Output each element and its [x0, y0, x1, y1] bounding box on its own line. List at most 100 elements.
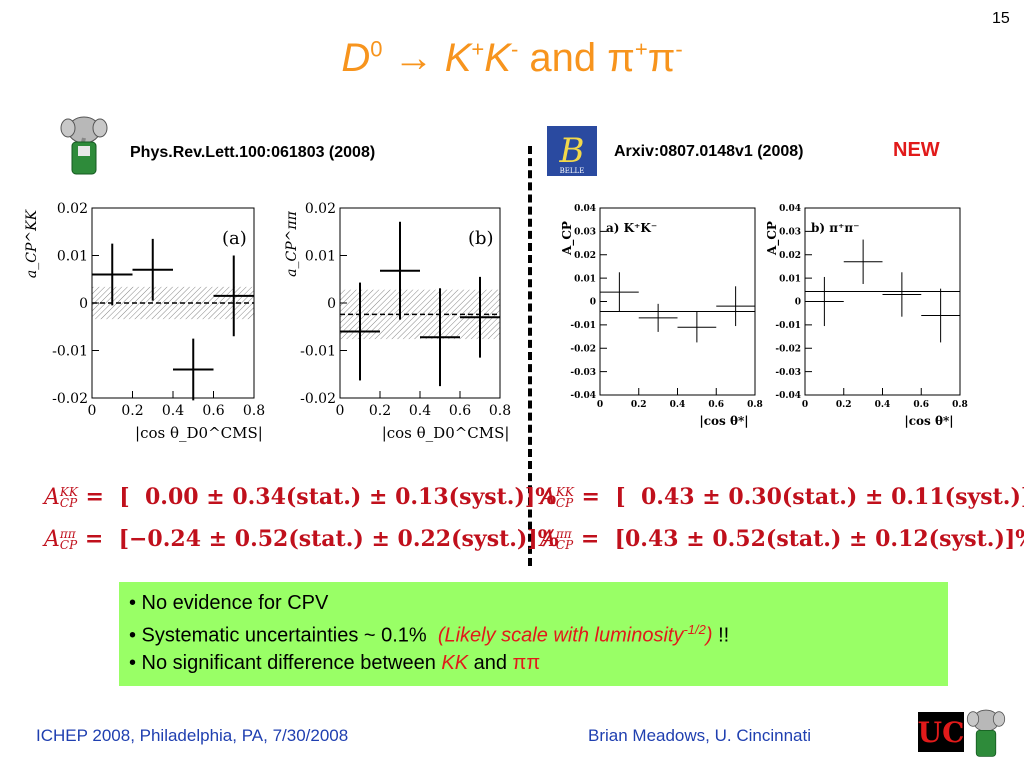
summary-bullet-3: • No significant difference between KK a… — [129, 652, 540, 675]
x-tick-label: 0.6 — [449, 403, 471, 419]
y-tick-label: -0.03 — [570, 368, 596, 378]
bullet-3-kk: KK — [441, 652, 469, 674]
title-k1-sup: + — [471, 36, 485, 62]
x-tick-label: 0.4 — [875, 400, 891, 410]
svg-text:BELLE: BELLE — [560, 167, 585, 175]
y-tick-label: 0.04 — [779, 204, 801, 214]
slide-number: 15 — [992, 10, 1010, 27]
bullet-3-and: and — [468, 652, 513, 674]
formula-body: = [0.43 ± 0.52(stat.) ± 0.12(syst.)]% — [580, 526, 1024, 552]
x-tick-label: 0.8 — [952, 400, 968, 410]
bullet-2-text: • Systematic uncertainties ~ 0.1% — [129, 624, 438, 647]
plot-frame — [599, 207, 756, 396]
uc-logo: UC — [918, 712, 964, 752]
formula-sup: ππ — [555, 527, 572, 541]
y-tick-label: 0.01 — [57, 248, 88, 264]
x-tick-label: 0.8 — [747, 400, 763, 410]
x-tick-label: 0.2 — [369, 403, 391, 419]
formula-belle-kk: A KK CP = [ 0.43 ± 0.30(stat.) ± 0.11(syst… — [540, 484, 1024, 510]
y-tick-label: -0.03 — [775, 368, 801, 378]
x-tick-label: 0.4 — [162, 403, 184, 419]
y-axis-label: a_CP^ππ — [284, 210, 300, 276]
y-tick-label: -0.02 — [570, 344, 596, 354]
new-badge: NEW — [893, 139, 940, 161]
y-tick-label: 0.02 — [57, 201, 88, 217]
y-tick-label: -0.01 — [775, 321, 801, 331]
y-tick-label: 0.02 — [574, 251, 596, 261]
babar-kk-plot: 0.020.010-0.01-0.020 0.2 0.4 0.6 0.8(a)a_CP^… — [24, 201, 265, 442]
formula-a: A — [540, 485, 556, 510]
bullet-2-red-close: ) — [705, 624, 713, 647]
formula-a: A — [44, 527, 60, 552]
y-tick-label: 0.04 — [574, 204, 596, 214]
belle-logo: B BELLE — [547, 126, 597, 176]
formula-a: A — [44, 485, 60, 510]
x-tick-label: 0.4 — [670, 400, 686, 410]
title-pi2-sup: - — [675, 36, 683, 62]
formula-babar-kk: A KK CP = [ 0.00 ± 0.34(stat.) ± 0.13(syst… — [44, 484, 556, 510]
summary-box: • No evidence for CPV • Systematic uncer… — [119, 582, 948, 686]
formula-body: = [ 0.43 ± 0.30(stat.) ± 0.11(syst.)]% — [581, 484, 1024, 510]
y-tick-label: -0.01 — [52, 343, 88, 359]
title-pi2: π — [647, 36, 676, 80]
x-tick-label: 0.6 — [202, 403, 224, 419]
summary-bullet-1: • No evidence for CPV — [129, 592, 329, 614]
title-arrow: → — [393, 36, 434, 80]
svg-text:B: B — [559, 131, 585, 171]
footer-author: Brian Meadows, U. Cincinnati — [588, 726, 811, 745]
y-tick-label: 0.03 — [574, 228, 596, 238]
summary-bullet-2: • Systematic uncertainties ~ 0.1% (Likel… — [129, 622, 729, 648]
y-tick-label: 0 — [795, 298, 801, 308]
reference-babar: Phys.Rev.Lett.100:061803 (2008) — [130, 144, 376, 161]
x-tick-label: 0 — [802, 400, 808, 410]
x-tick-label: 0.6 — [708, 400, 724, 410]
panel-label: (b) — [468, 228, 494, 249]
formula-sub: CP — [555, 538, 574, 552]
y-tick-label: -0.02 — [52, 391, 88, 407]
formula-body: = [−0.24 ± 0.52(stat.) ± 0.22(syst.)]% — [84, 526, 559, 552]
y-tick-label: 0.01 — [574, 274, 596, 284]
y-axis-label: A_CP — [765, 221, 780, 256]
bullet-2-sup: -1/2 — [683, 622, 706, 637]
formula-sup: ππ — [59, 527, 76, 541]
x-axis-label: |cos θ*| — [904, 414, 953, 428]
panel-label: a) K⁺K⁻ — [606, 221, 657, 235]
title-k2-sup: - — [510, 36, 519, 62]
y-tick-label: 0.02 — [779, 251, 801, 261]
title-and: and — [529, 36, 597, 80]
x-tick-label: 0.2 — [836, 400, 852, 410]
babar-pipi-plot: 0.020.010-0.01-0.020 0.2 0.4 0.6 0.8(b)a_CP^… — [284, 201, 511, 442]
title-k2: K — [484, 36, 511, 80]
x-tick-label: 0.2 — [631, 400, 647, 410]
formula-sub: CP — [59, 496, 78, 510]
bullet-3-pipi: ππ — [512, 652, 541, 674]
slide-title: D0 → K+K- and π+π- — [0, 36, 1024, 81]
formula-sup: KK — [555, 485, 574, 499]
formula-sup: KK — [59, 485, 78, 499]
title-k1: K — [444, 36, 472, 80]
title-pi1-sup: + — [634, 36, 648, 62]
x-tick-label: 0 — [597, 400, 603, 410]
x-tick-label: 0.8 — [243, 403, 265, 419]
reference-belle: Arxiv:0807.0148v1 (2008) — [614, 143, 804, 160]
divider-line — [528, 146, 532, 566]
bullet-2-end: !! — [712, 624, 730, 647]
x-axis-label: |cos θ*| — [699, 414, 748, 428]
title-d-sup: 0 — [370, 36, 383, 62]
y-axis-label: A_CP — [560, 221, 575, 256]
title-pi1: π — [607, 36, 635, 80]
y-tick-label: 0.01 — [779, 274, 801, 284]
svg-text:UC: UC — [918, 716, 964, 749]
bullet-2-red: (Likely scale with luminosity — [437, 624, 684, 647]
x-tick-label: 0 — [88, 403, 97, 419]
y-tick-label: 0 — [327, 296, 336, 312]
y-tick-label: -0.01 — [300, 343, 336, 359]
formula-a: A — [540, 527, 556, 552]
formula-sub: CP — [59, 538, 78, 552]
belle-pipi-plot: 0.040.030.020.010-0.01-0.02-0.03-0.040 0.… — [765, 204, 968, 428]
y-tick-label: -0.02 — [775, 344, 801, 354]
x-axis-label: |cos θ_D0^CMS| — [382, 424, 510, 442]
x-tick-label: 0.4 — [409, 403, 431, 419]
y-axis-label: a_CP^KK — [24, 208, 40, 278]
